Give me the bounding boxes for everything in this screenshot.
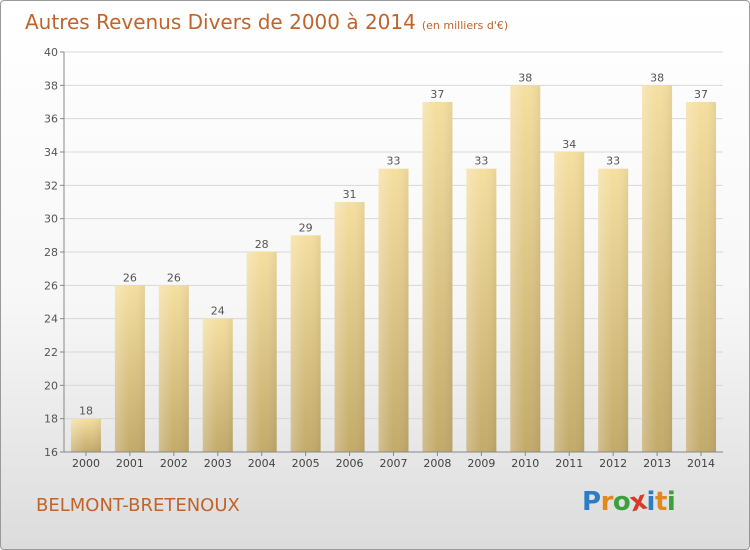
title-unit: (en milliers d'€) [421,19,509,32]
x-tick-label: 2003 [204,457,232,470]
x-tick-label: 2013 [643,457,671,470]
bar-shade-2013 [642,85,673,452]
value-label: 31 [343,188,357,201]
x-tick-label: 2002 [160,457,188,470]
x-tick-label: 2007 [380,457,408,470]
x-tick-label: 2005 [292,457,320,470]
bar-shade-2005 [290,235,321,452]
logo-letter: o [612,487,631,517]
x-tick-label: 2011 [555,457,583,470]
bar-shade-2007 [378,168,409,452]
bar-shade-2003 [202,318,233,452]
y-tick-label: 34 [44,146,58,159]
x-tick-label: 2000 [72,457,100,470]
value-label: 18 [79,405,93,418]
logo-letter: P [582,487,601,517]
value-label: 28 [255,238,269,251]
bar-shade-2006 [334,202,365,452]
value-label: 33 [606,155,620,168]
x-tick-label: 2008 [423,457,451,470]
proxiti-logo: Proxiti [582,486,676,519]
logo-letter: t [654,487,667,517]
y-tick-label: 38 [44,79,58,92]
logo-letter: i [666,487,676,517]
y-tick-label: 30 [44,213,58,226]
value-label: 33 [474,155,488,168]
value-label: 38 [518,71,532,84]
bar-shade-2008 [422,102,453,452]
y-tick-label: 20 [44,379,58,392]
title-text: Autres Revenus Divers de 2000 à 2014 [25,10,416,34]
y-tick-label: 28 [44,246,58,259]
bar-shade-2000 [70,418,101,452]
value-label: 37 [430,88,444,101]
chart-title: Autres Revenus Divers de 2000 à 2014 (en … [25,10,508,34]
bar-shade-2004 [246,252,277,452]
y-tick-label: 32 [44,179,58,192]
x-tick-label: 2006 [336,457,364,470]
value-label: 38 [650,71,664,84]
location-name: BELMONT-BRETENOUX [36,495,240,516]
bar-shade-2014 [686,102,717,452]
value-label: 33 [387,155,401,168]
axes: 16 18 20 22 24 26 28 30 32 34 36 38 40 2000 2001 2002 20… [44,46,723,470]
x-tick-label: 2001 [116,457,144,470]
x-tick-label: 2010 [511,457,539,470]
bars [70,85,717,452]
bar-shade-2002 [158,285,189,452]
y-tick-label: 18 [44,413,58,426]
x-tick-label: 2009 [467,457,495,470]
logo-letter: r [600,487,614,517]
bar-shade-2009 [466,168,497,452]
y-tick-label: 22 [44,346,58,359]
bar-shade-2011 [554,152,585,452]
y-tick-label: 40 [44,46,58,59]
x-tick-label: 2004 [248,457,276,470]
y-tick-label: 26 [44,279,58,292]
y-tick-label: 16 [44,446,58,459]
x-tick-label: 2012 [599,457,627,470]
bar-shade-2010 [510,85,541,452]
logo-letter: i [646,487,656,517]
value-label: 26 [167,271,181,284]
value-label: 26 [123,271,137,284]
y-tick-label: 36 [44,113,58,126]
value-label: 37 [694,88,708,101]
bar-shade-2001 [114,285,145,452]
value-label: 29 [299,221,313,234]
y-tick-label: 24 [44,313,58,326]
bar-shade-2012 [598,168,629,452]
value-label: 34 [562,138,576,151]
data-labels: 18 26 26 24 28 29 31 33 37 33 38 34 33 38 37 [79,71,708,417]
value-label: 24 [211,305,225,318]
x-tick-label: 2014 [687,457,715,470]
